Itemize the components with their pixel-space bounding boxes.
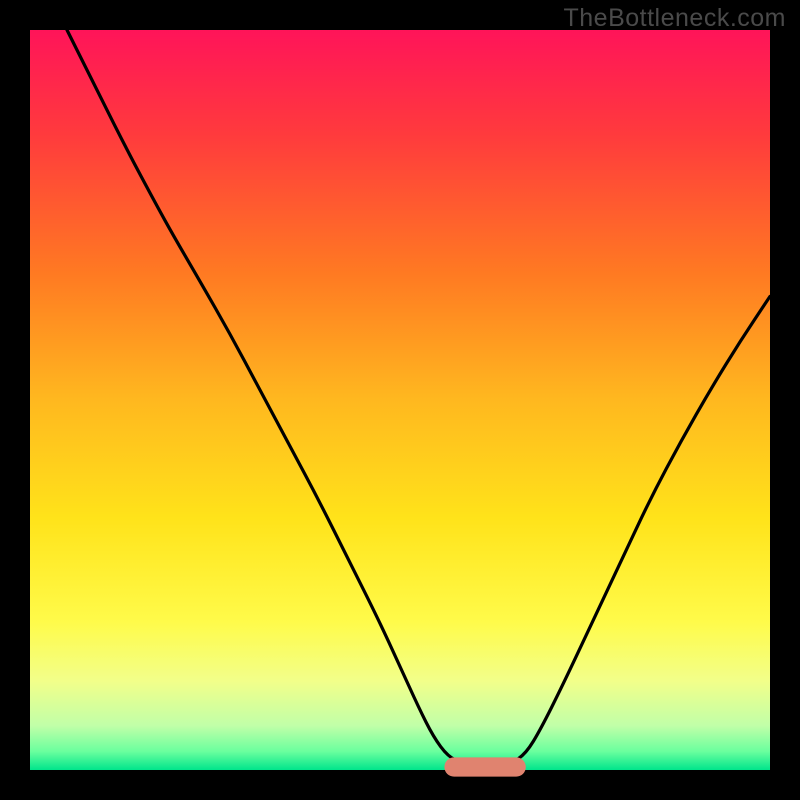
watermark-text: TheBottleneck.com [564, 4, 787, 33]
plot-area [30, 30, 770, 770]
chart-frame: TheBottleneck.com [0, 0, 800, 800]
optimal-marker [444, 757, 525, 776]
bottleneck-chart [0, 0, 800, 800]
